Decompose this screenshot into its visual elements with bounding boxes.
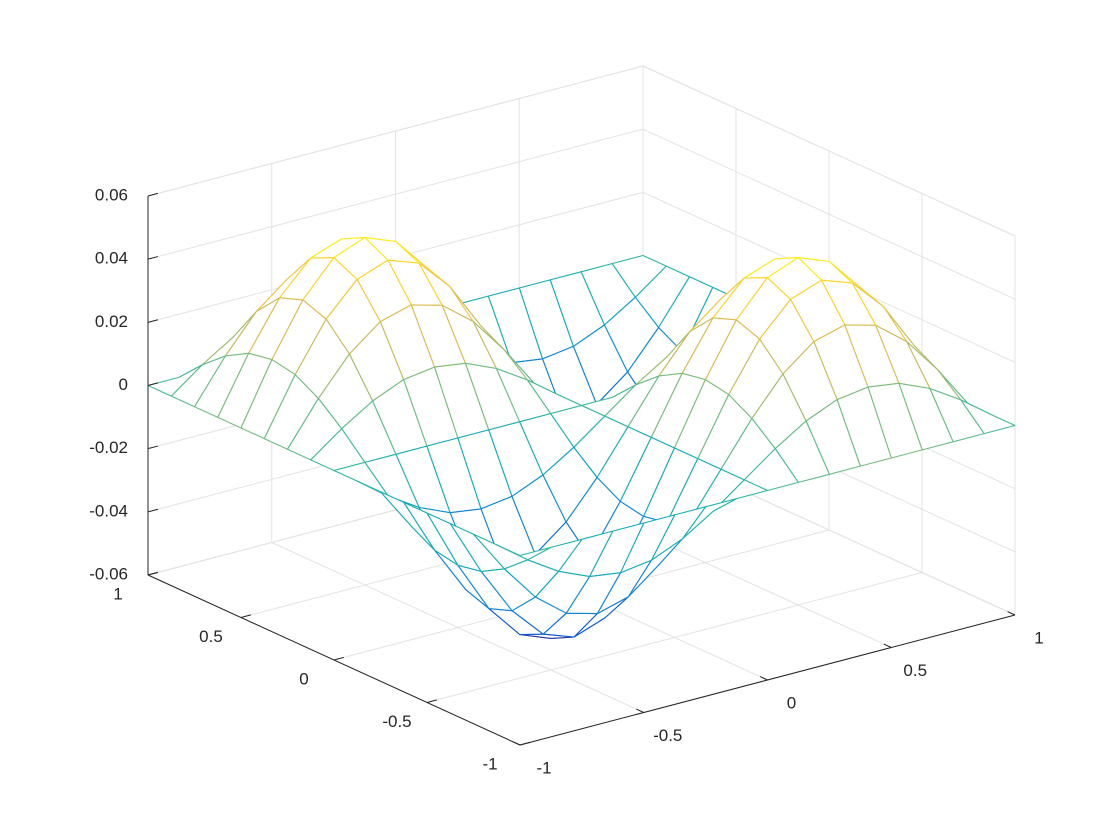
tick-mark bbox=[147, 508, 159, 513]
tick-mark bbox=[512, 741, 521, 746]
tick-mark bbox=[883, 643, 892, 648]
tick-mark bbox=[147, 319, 159, 323]
x-tick-label: -0.5 bbox=[653, 726, 682, 745]
tick-mark bbox=[333, 656, 345, 661]
y-tick-label: 0.5 bbox=[199, 627, 223, 646]
x-tick-label: 0 bbox=[787, 693, 796, 712]
y-tick-label: 1 bbox=[113, 584, 122, 603]
tick-mark bbox=[147, 382, 159, 386]
z-tick-label: 0.04 bbox=[95, 249, 128, 268]
grid-line bbox=[642, 128, 1016, 300]
tick-mark bbox=[519, 741, 531, 746]
x-tick-label: -1 bbox=[536, 758, 551, 777]
tick-mark bbox=[147, 192, 159, 197]
y-tick-label: -0.5 bbox=[382, 712, 411, 731]
tick-mark bbox=[1007, 611, 1016, 616]
tick-mark bbox=[426, 699, 438, 703]
y-tick-label: -1 bbox=[482, 754, 497, 773]
grid-line bbox=[147, 128, 644, 260]
x-tick-label: 0.5 bbox=[903, 661, 927, 680]
x-tick-label: 1 bbox=[1034, 628, 1043, 647]
z-tick-label: -0.06 bbox=[89, 564, 128, 583]
z-tick-label: 0 bbox=[119, 375, 128, 394]
tick-mark bbox=[147, 256, 159, 260]
grid-line bbox=[426, 572, 923, 703]
grid-line bbox=[147, 65, 644, 197]
tick-mark bbox=[147, 445, 159, 450]
tick-mark bbox=[240, 614, 252, 618]
z-tick-label: 0.06 bbox=[95, 185, 128, 204]
z-tick-label: 0.02 bbox=[95, 312, 128, 331]
tick-mark bbox=[759, 676, 768, 681]
tick-mark bbox=[147, 571, 159, 576]
grid-line bbox=[642, 65, 1016, 237]
z-tick-label: -0.04 bbox=[89, 501, 128, 520]
tick-mark bbox=[636, 708, 644, 713]
mesh-cell bbox=[496, 544, 552, 561]
z-tick-label: -0.02 bbox=[89, 438, 128, 457]
y-tick-label: 0 bbox=[299, 669, 308, 688]
